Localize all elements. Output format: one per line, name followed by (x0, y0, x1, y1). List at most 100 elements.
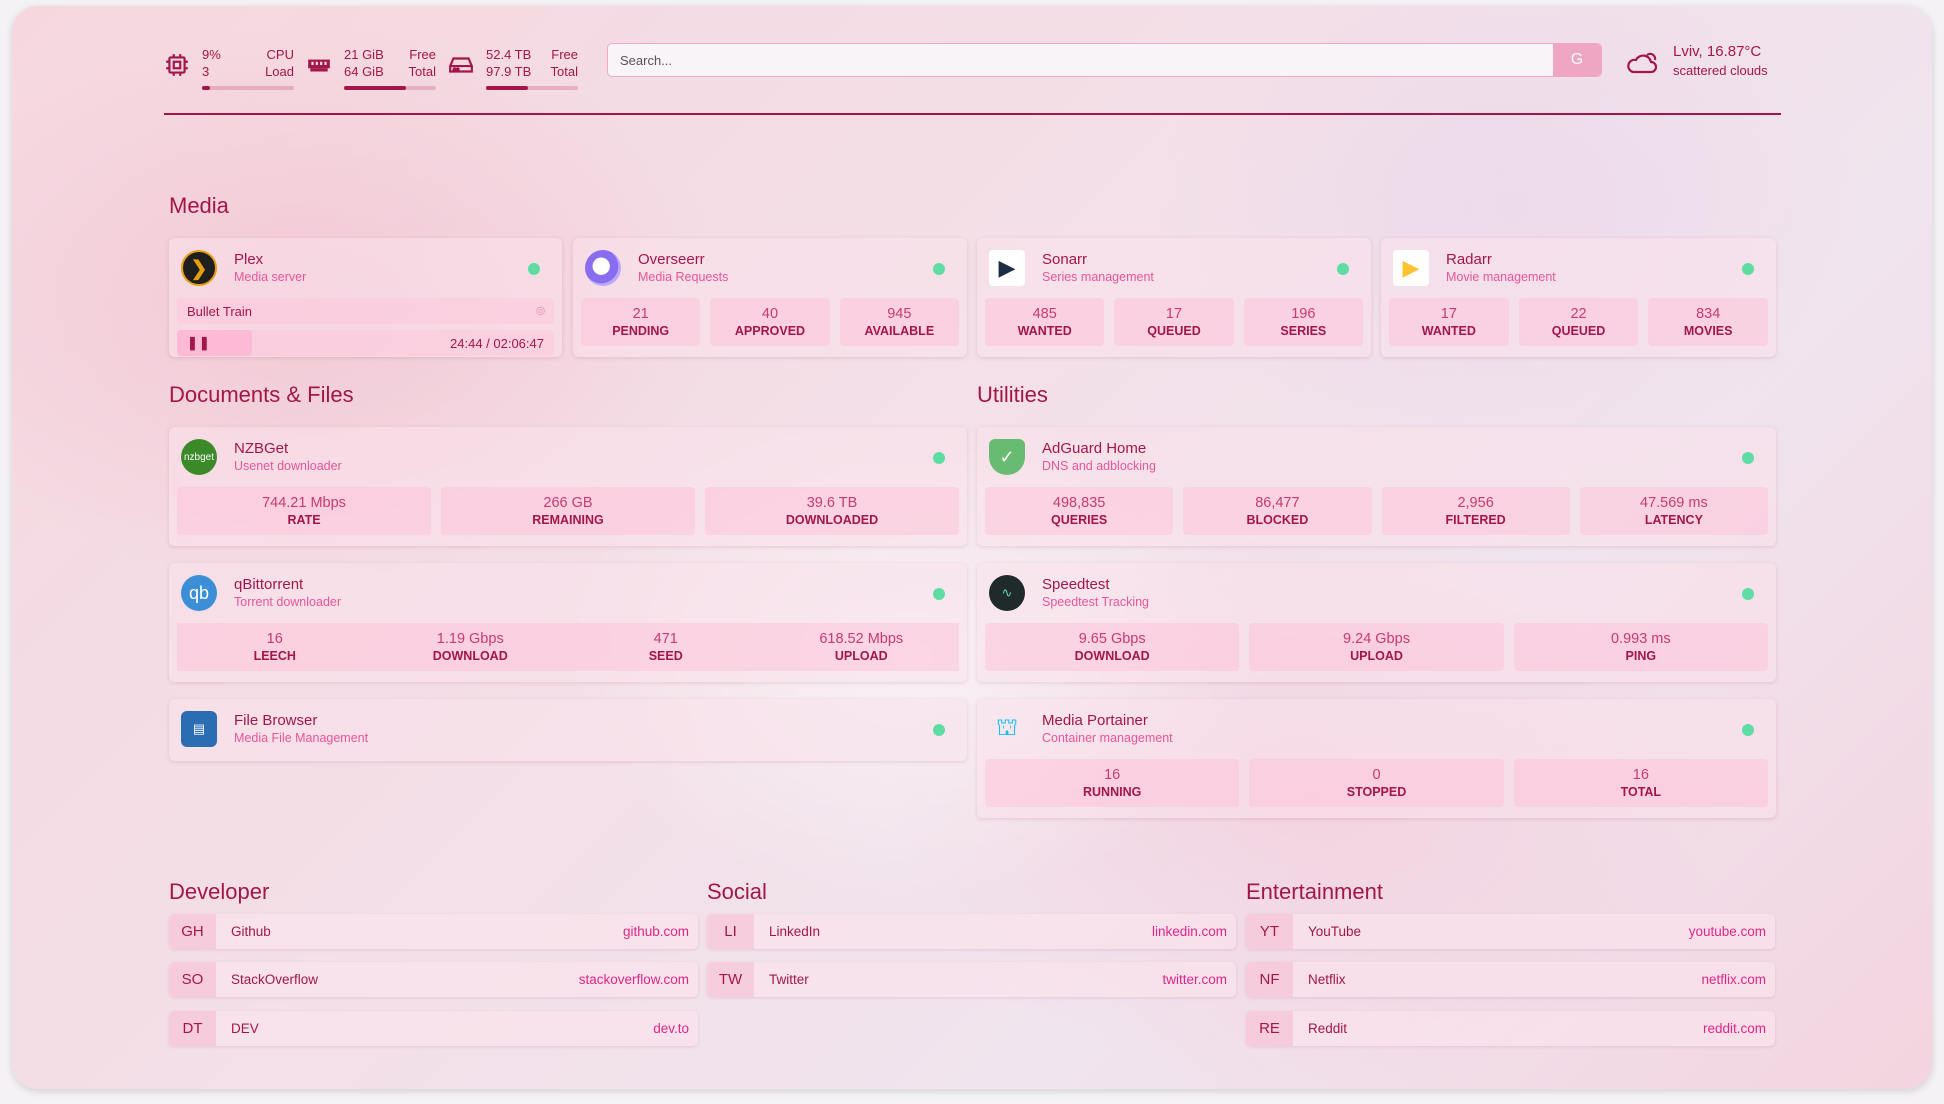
stat-value: 17 (1165, 306, 1183, 322)
service-name: AdGuard Home (1042, 440, 1147, 457)
service-stats: 16 LEECH 1.19 Gbps DOWNLOAD 471 SEED 618.52 Mb… (169, 623, 967, 671)
stat-block: 945 AVAILABLE (839, 298, 959, 346)
memory-label: Free (409, 47, 436, 62)
bookmark-name: Reddit (1308, 1021, 1348, 1036)
stat-label: DOWNLOAD (432, 649, 508, 663)
disk-value: 52.4 TB (486, 47, 532, 62)
stat-block: 39.6 TB DOWNLOADED (705, 487, 959, 535)
stat-label: LEECH (253, 649, 296, 663)
bookmark-dev[interactable]: DT DEV dev.to (169, 1011, 698, 1046)
stat-block: 9.65 Gbps DOWNLOAD (985, 623, 1240, 671)
search-provider-button[interactable]: G (1553, 44, 1601, 76)
bookmark-url: youtube.com (1688, 924, 1766, 939)
bookmark-linkedin[interactable]: LI LinkedIn linkedin.com (707, 914, 1236, 949)
status-dot (1742, 588, 1754, 600)
bookmark-url: github.com (622, 924, 689, 939)
plex-icon: ❯ (181, 250, 217, 286)
stat-value: 39.6 TB (806, 495, 858, 511)
bookmark-reddit[interactable]: RE Reddit reddit.com (1246, 1011, 1775, 1046)
bookmark-abbr: SO (169, 962, 216, 997)
cpu-sub: 3 (202, 64, 210, 79)
memory-label2: Total (408, 64, 436, 79)
stat-label: SEED (648, 649, 683, 663)
service-desc: Container management (1042, 731, 1173, 745)
status-dot (933, 452, 945, 464)
service-stats: 485 WANTED 17 QUEUED 196 SERIES (977, 298, 1371, 346)
stat-label: STOPPED (1346, 785, 1407, 799)
bookmark-twitter[interactable]: TW Twitter twitter.com (707, 962, 1236, 997)
status-dot (933, 588, 945, 600)
bookmark-url: stackoverflow.com (578, 972, 689, 987)
playback-time: 24:44 / 02:06:47 (450, 335, 544, 351)
stat-label: QUEUED (1147, 324, 1201, 338)
bookmark-netflix[interactable]: NF Netflix netflix.com (1246, 962, 1775, 997)
stat-block: 22 QUEUED (1518, 298, 1639, 346)
stat-value: 21 (632, 306, 649, 322)
bookmark-url: dev.to (653, 1021, 689, 1036)
status-dot (1337, 263, 1349, 275)
portainer-icon: ⛫ (995, 714, 1019, 741)
cpu-label2: Load (265, 64, 294, 79)
stat-label: LATENCY (1644, 513, 1703, 527)
service-desc: DNS and adblocking (1042, 459, 1156, 473)
service-card-plex[interactable]: ❯ Plex Media server Bullet Train ⊚ ❚❚ 24:44… (169, 238, 562, 357)
status-dot (933, 263, 945, 275)
service-card-speedtest[interactable]: ∿ Speedtest Speedtest Tracking 9.65 Gbps D… (977, 563, 1776, 682)
service-card-radarr[interactable]: ▶ Radarr Movie management 17 WANTED 22 QUEUE… (1381, 238, 1776, 357)
status-dot (933, 724, 945, 736)
service-name: Overseerr (638, 251, 705, 268)
speedtest-icon: ∿ (989, 575, 1025, 611)
stat-value: 86,477 (1255, 495, 1300, 511)
stat-label: PING (1625, 649, 1657, 663)
bookmark-youtube[interactable]: YT YouTube youtube.com (1246, 914, 1775, 949)
stat-value: 0 (1372, 767, 1381, 783)
bookmark-github[interactable]: GH Github github.com (169, 914, 698, 949)
cpu-label: CPU (266, 47, 294, 62)
bookmark-stackoverflow[interactable]: SO StackOverflow stackoverflow.com (169, 962, 698, 997)
memory-widget: 21 GiB Free 64 GiB Total (306, 46, 436, 90)
stat-value: 16 (266, 631, 283, 647)
section-developer: Developer (169, 879, 270, 904)
stat-block: 0 STOPPED (1249, 759, 1504, 807)
bookmark-url: reddit.com (1702, 1021, 1766, 1036)
service-name: Radarr (1446, 251, 1492, 268)
stat-value: 16 (1104, 767, 1121, 783)
status-dot (1742, 724, 1754, 736)
service-stats: 17 WANTED 22 QUEUED 834 MOVIES (1381, 298, 1776, 346)
now-playing[interactable]: Bullet Train ⊚ (177, 298, 554, 324)
stat-value: 485 (1032, 306, 1057, 322)
playback-progress[interactable]: ❚❚ 24:44 / 02:06:47 (177, 330, 554, 356)
service-card-overseerr[interactable]: Overseerr Media Requests 21 PENDING 40 APPRO… (573, 238, 967, 357)
stat-value: 498,835 (1052, 495, 1106, 511)
stat-label: APPROVED (734, 324, 806, 338)
service-card-file-browser[interactable]: ▤ File Browser Media File Management (169, 699, 967, 761)
stat-label: TOTAL (1620, 785, 1662, 799)
stat-label: MOVIES (1683, 324, 1733, 338)
service-desc: Media File Management (234, 731, 369, 745)
stat-block: 266 GB REMAINING (441, 487, 695, 535)
stat-block: 16 TOTAL (1513, 759, 1768, 807)
bookmark-name: YouTube (1308, 924, 1362, 939)
bookmark-abbr: RE (1246, 1011, 1293, 1046)
service-desc: Media server (234, 270, 307, 284)
disk-label2: Total (550, 64, 578, 79)
stat-block: 834 MOVIES (1648, 298, 1769, 346)
service-card-sonarr[interactable]: ▶ Sonarr Series management 485 WANTED 17 QUE… (977, 238, 1371, 357)
service-card-adguard-home[interactable]: ✓ AdGuard Home DNS and adblocking 498,835… (977, 427, 1776, 546)
service-card-media-portainer[interactable]: ⛫ Media Portainer Container management 16… (977, 699, 1776, 818)
stat-block: 498,835 QUERIES (985, 487, 1174, 535)
stat-block: 16 LEECH (177, 623, 373, 671)
service-card-qbittorrent[interactable]: qb qBittorrent Torrent downloader 16 LEECH… (169, 563, 967, 682)
stat-value: 17 (1440, 306, 1457, 322)
section-entertainment: Entertainment (1246, 879, 1383, 904)
disk-sub: 97.9 TB (486, 64, 532, 79)
bookmark-name: StackOverflow (231, 972, 319, 987)
service-name: Plex (234, 251, 264, 268)
pause-icon[interactable]: ❚❚ (187, 335, 211, 350)
stat-value: 47.569 ms (1640, 495, 1708, 511)
weather-widget: Lviv, 16.87°C scattered clouds (1625, 42, 1768, 80)
header-divider (164, 113, 1781, 115)
stat-block: 744.21 Mbps RATE (177, 487, 431, 535)
search-input[interactable] (608, 44, 1553, 76)
service-card-nzbget[interactable]: nzbget NZBGet Usenet downloader 744.21 Mb… (169, 427, 967, 546)
